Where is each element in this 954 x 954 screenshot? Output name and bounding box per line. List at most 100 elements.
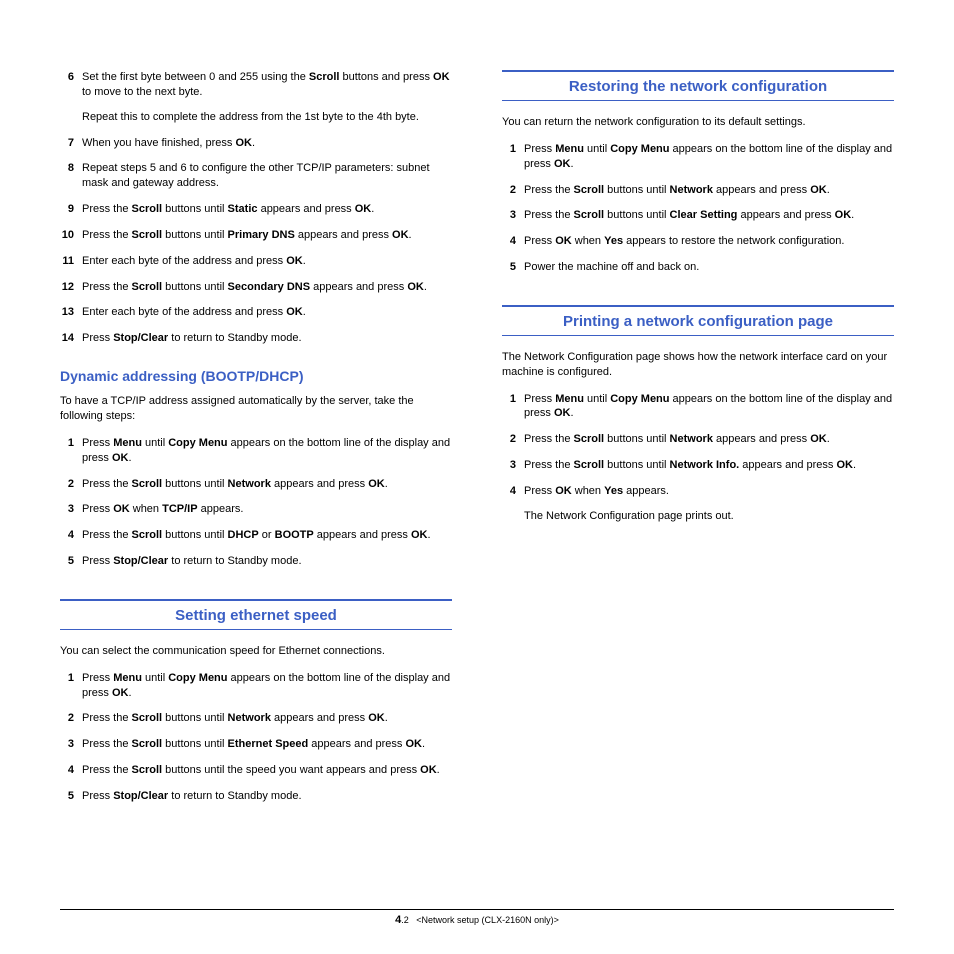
step-number: 3 — [502, 458, 524, 473]
footer-label: <Network setup (CLX-2160N only)> — [416, 915, 559, 925]
step-text: Press the Scroll buttons until Network a… — [524, 432, 894, 447]
step-item: 1Press Menu until Copy Menu appears on t… — [502, 392, 894, 422]
step-item: 2Press the Scroll buttons until Network … — [60, 711, 452, 726]
step-text: Press Menu until Copy Menu appears on th… — [82, 436, 452, 466]
step-number: 7 — [60, 136, 82, 151]
steps-list-d: 1Press Menu until Copy Menu appears on t… — [502, 142, 894, 275]
step-number: 4 — [60, 763, 82, 778]
step-text: Press the Scroll buttons until Network a… — [524, 183, 894, 198]
step-text: Press the Scroll buttons until Primary D… — [82, 228, 452, 243]
left-column: 6Set the first byte between 0 and 255 us… — [60, 70, 452, 815]
step-number: 4 — [502, 484, 524, 524]
step-item: 12Press the Scroll buttons until Seconda… — [60, 280, 452, 295]
footer-page: .2 — [401, 915, 409, 925]
steps-list-a: 6Set the first byte between 0 and 255 us… — [60, 70, 452, 346]
step-number: 1 — [502, 392, 524, 422]
step-item: 9Press the Scroll buttons until Static a… — [60, 202, 452, 217]
step-text: Press the Scroll buttons until Clear Set… — [524, 208, 894, 223]
step-text: Press the Scroll buttons until DHCP or B… — [82, 528, 452, 543]
section-printing: Printing a network configuration page — [502, 305, 894, 336]
step-item: 3Press the Scroll buttons until Network … — [502, 458, 894, 473]
step-text: Press the Scroll buttons until Static ap… — [82, 202, 452, 217]
step-number: 1 — [60, 436, 82, 466]
step-item: 4Press OK when Yes appears.The Network C… — [502, 484, 894, 524]
step-text: Enter each byte of the address and press… — [82, 305, 452, 320]
section-restoring: Restoring the network configuration — [502, 70, 894, 101]
step-item: 2Press the Scroll buttons until Network … — [502, 183, 894, 198]
step-item: 8Repeat steps 5 and 6 to configure the o… — [60, 161, 452, 191]
step-number: 5 — [502, 260, 524, 275]
right-column: Restoring the network configuration You … — [502, 70, 894, 815]
step-text: Press the Scroll buttons until Network a… — [82, 477, 452, 492]
step-item: 2Press the Scroll buttons until Network … — [502, 432, 894, 447]
section-ethernet: Setting ethernet speed — [60, 599, 452, 630]
step-number: 1 — [502, 142, 524, 172]
step-number: 11 — [60, 254, 82, 269]
step-number: 8 — [60, 161, 82, 191]
step-text: Press Menu until Copy Menu appears on th… — [524, 142, 894, 172]
step-number: 2 — [60, 711, 82, 726]
step-number: 5 — [60, 789, 82, 804]
step-number: 4 — [502, 234, 524, 249]
step-item: 1Press Menu until Copy Menu appears on t… — [60, 436, 452, 466]
intro-printing: The Network Configuration page shows how… — [502, 350, 894, 380]
page-footer: 4.2 <Network setup (CLX-2160N only)> — [60, 909, 894, 926]
intro-ethernet: You can select the communication speed f… — [60, 644, 452, 659]
step-number: 10 — [60, 228, 82, 243]
step-item: 14Press Stop/Clear to return to Standby … — [60, 331, 452, 346]
step-text: Repeat steps 5 and 6 to configure the ot… — [82, 161, 452, 191]
step-number: 14 — [60, 331, 82, 346]
step-item: 1Press Menu until Copy Menu appears on t… — [60, 671, 452, 701]
steps-list-c: 1Press Menu until Copy Menu appears on t… — [60, 671, 452, 804]
step-item: 13Enter each byte of the address and pre… — [60, 305, 452, 320]
step-item: 5Power the machine off and back on. — [502, 260, 894, 275]
step-text: Press OK when Yes appears.The Network Co… — [524, 484, 894, 524]
step-item: 4Press the Scroll buttons until DHCP or … — [60, 528, 452, 543]
step-text: Press the Scroll buttons until Network a… — [82, 711, 452, 726]
step-number: 4 — [60, 528, 82, 543]
step-item: 4Press the Scroll buttons until the spee… — [60, 763, 452, 778]
step-item: 3Press OK when TCP/IP appears. — [60, 502, 452, 517]
step-text: Enter each byte of the address and press… — [82, 254, 452, 269]
step-text: Press the Scroll buttons until Ethernet … — [82, 737, 452, 752]
step-number: 13 — [60, 305, 82, 320]
step-item: 4Press OK when Yes appears to restore th… — [502, 234, 894, 249]
step-text: Press Menu until Copy Menu appears on th… — [82, 671, 452, 701]
step-number: 3 — [502, 208, 524, 223]
step-number: 3 — [60, 737, 82, 752]
step-text: Power the machine off and back on. — [524, 260, 894, 275]
step-number: 2 — [502, 432, 524, 447]
steps-list-b: 1Press Menu until Copy Menu appears on t… — [60, 436, 452, 569]
page-columns: 6Set the first byte between 0 and 255 us… — [60, 70, 894, 815]
step-number: 12 — [60, 280, 82, 295]
step-text: Press OK when TCP/IP appears. — [82, 502, 452, 517]
step-number: 2 — [502, 183, 524, 198]
step-text: Press Stop/Clear to return to Standby mo… — [82, 789, 452, 804]
step-item: 1Press Menu until Copy Menu appears on t… — [502, 142, 894, 172]
step-text: Press OK when Yes appears to restore the… — [524, 234, 894, 249]
step-item: 10Press the Scroll buttons until Primary… — [60, 228, 452, 243]
step-text: Press Stop/Clear to return to Standby mo… — [82, 331, 452, 346]
step-number: 5 — [60, 554, 82, 569]
step-item: 5Press Stop/Clear to return to Standby m… — [60, 554, 452, 569]
step-number: 9 — [60, 202, 82, 217]
step-item: 3Press the Scroll buttons until Clear Se… — [502, 208, 894, 223]
step-item: 2Press the Scroll buttons until Network … — [60, 477, 452, 492]
step-text: Press Menu until Copy Menu appears on th… — [524, 392, 894, 422]
intro-dynamic: To have a TCP/IP address assigned automa… — [60, 394, 452, 424]
step-item: 3Press the Scroll buttons until Ethernet… — [60, 737, 452, 752]
step-text: Press the Scroll buttons until the speed… — [82, 763, 452, 778]
subheading-dynamic: Dynamic addressing (BOOTP/DHCP) — [60, 368, 452, 384]
step-text: Set the first byte between 0 and 255 usi… — [82, 70, 452, 125]
step-number: 3 — [60, 502, 82, 517]
intro-restoring: You can return the network configuration… — [502, 115, 894, 130]
step-text: When you have finished, press OK. — [82, 136, 452, 151]
steps-list-e: 1Press Menu until Copy Menu appears on t… — [502, 392, 894, 524]
step-text: Press the Scroll buttons until Secondary… — [82, 280, 452, 295]
step-item: 5Press Stop/Clear to return to Standby m… — [60, 789, 452, 804]
step-item: 6Set the first byte between 0 and 255 us… — [60, 70, 452, 125]
step-item: 11Enter each byte of the address and pre… — [60, 254, 452, 269]
step-text: Press Stop/Clear to return to Standby mo… — [82, 554, 452, 569]
step-text: Press the Scroll buttons until Network I… — [524, 458, 894, 473]
step-number: 1 — [60, 671, 82, 701]
